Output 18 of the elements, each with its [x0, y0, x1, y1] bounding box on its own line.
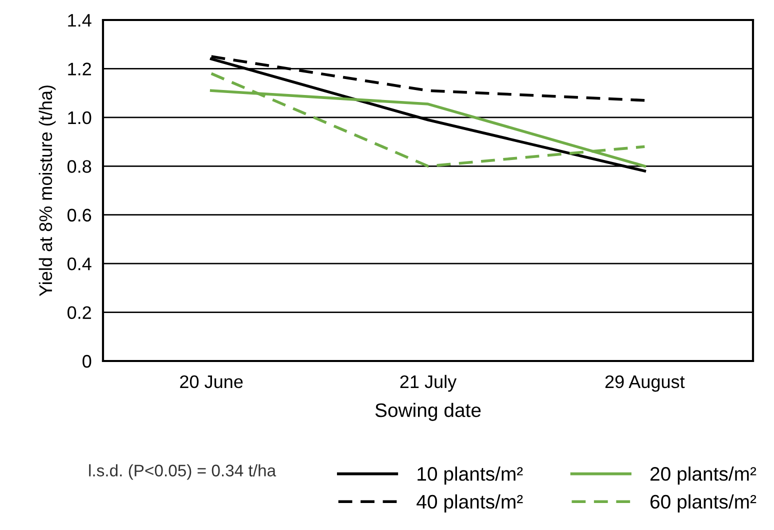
legend-label: 10 plants/m²	[418, 466, 523, 485]
x-axis-title: Sowing date	[375, 402, 481, 421]
y-tick-label: 0.2	[67, 306, 91, 320]
y-axis-title: Yield at 8% moisture (t/ha)	[38, 86, 56, 296]
y-tick-label: 0.4	[67, 258, 92, 270]
legend-label: 40 plants/m²	[416, 494, 523, 512]
y-tick-label: 1.2	[68, 62, 91, 76]
x-tick-label: 21 July	[400, 374, 457, 392]
x-tick-label: 20 June	[180, 375, 243, 388]
y-tick-label: 0.8	[67, 160, 92, 173]
y-tick-label: 1.4	[68, 14, 92, 27]
legend-label: 20 plants/m²	[650, 466, 756, 485]
y-tick-label: 1.0	[68, 111, 92, 124]
text: l.s.d. (P<0.05) = 0.34 t/ha	[89, 464, 276, 480]
y-tick-label: 0	[82, 354, 92, 368]
legend-label: 60 plants/m²	[650, 494, 756, 512]
y-tick-label: 0.6	[67, 208, 92, 222]
x-tick-label: 29 August	[605, 375, 685, 392]
